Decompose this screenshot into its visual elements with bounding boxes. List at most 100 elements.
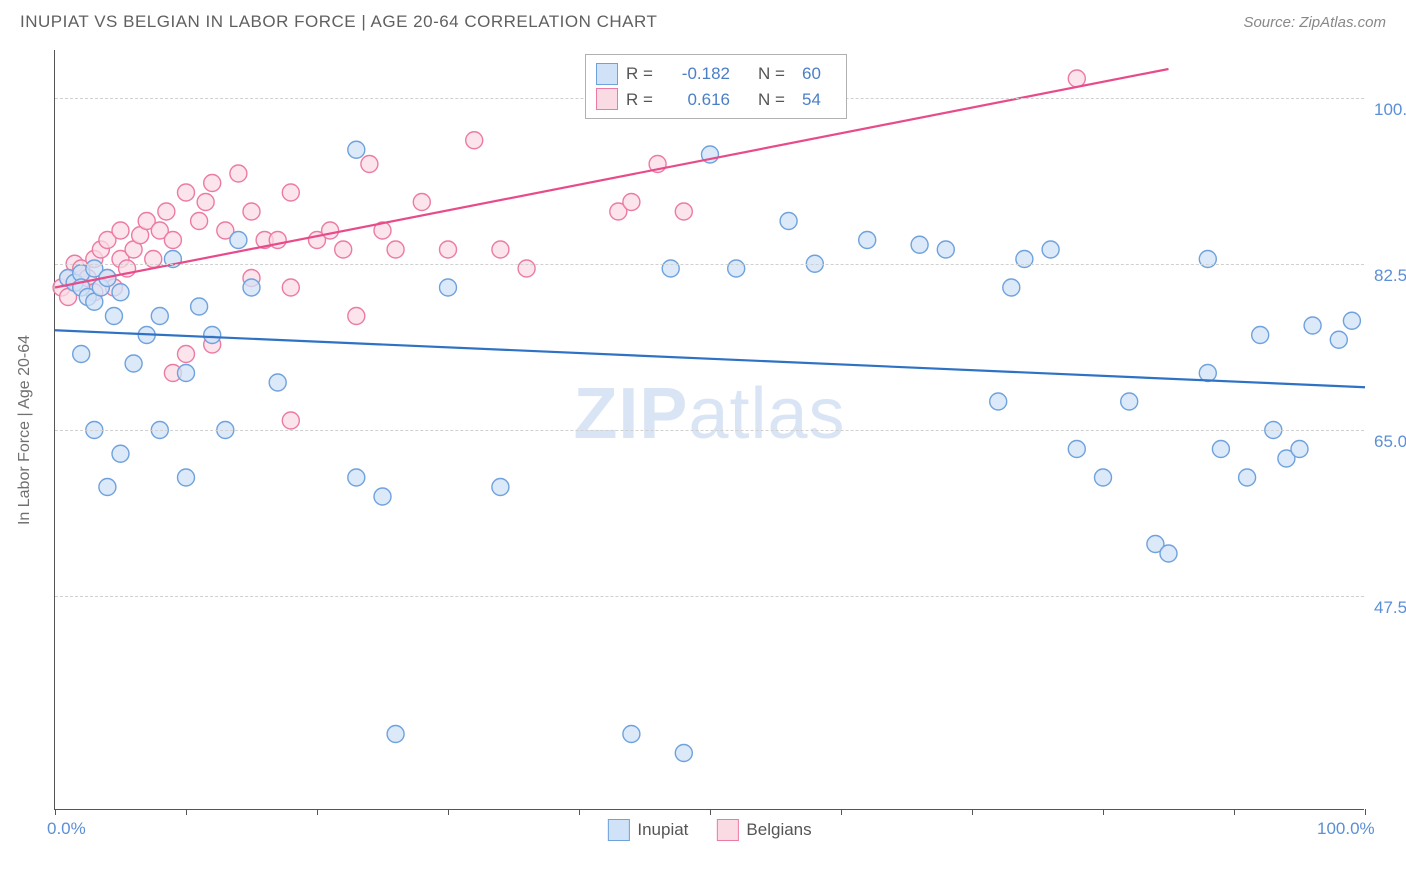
y-tick-label: 82.5% xyxy=(1374,266,1406,286)
belgians-point xyxy=(675,203,692,220)
inupiat-point xyxy=(1042,241,1059,258)
r-value: 0.616 xyxy=(670,87,730,113)
inupiat-point xyxy=(780,213,797,230)
chart-plot-area: ZIPatlas R = -0.182 N = 60 R = 0.616 N =… xyxy=(54,50,1364,810)
series-label: Inupiat xyxy=(637,820,688,840)
y-tick-label: 100.0% xyxy=(1374,100,1406,120)
source-attribution: Source: ZipAtlas.com xyxy=(1243,14,1386,31)
inupiat-point xyxy=(1239,469,1256,486)
n-value: 54 xyxy=(802,87,832,113)
inupiat-point xyxy=(374,488,391,505)
belgians-point xyxy=(413,194,430,211)
gridline xyxy=(55,430,1364,431)
stats-legend-row: R = 0.616 N = 54 xyxy=(596,87,832,113)
stats-legend: R = -0.182 N = 60 R = 0.616 N = 54 xyxy=(585,54,847,119)
n-label: N = xyxy=(758,87,794,113)
gridline xyxy=(55,596,1364,597)
y-axis-label: In Labor Force | Age 20-64 xyxy=(16,335,34,525)
series-label: Belgians xyxy=(746,820,811,840)
y-tick-label: 65.0% xyxy=(1374,432,1406,452)
inupiat-point xyxy=(1252,327,1269,344)
inupiat-point xyxy=(859,232,876,249)
inupiat-regression-line xyxy=(55,330,1365,387)
inupiat-point xyxy=(911,236,928,253)
inupiat-point xyxy=(387,726,404,743)
inupiat-point xyxy=(937,241,954,258)
x-tick-mark xyxy=(841,809,842,815)
belgians-point xyxy=(282,412,299,429)
legend-swatch-belgians xyxy=(596,88,618,110)
legend-swatch-belgians xyxy=(716,819,738,841)
inupiat-point xyxy=(1095,469,1112,486)
belgians-point xyxy=(492,241,509,258)
r-value: -0.182 xyxy=(670,61,730,87)
belgians-point xyxy=(158,203,175,220)
x-tick-mark xyxy=(1234,809,1235,815)
x-tick-label: 100.0% xyxy=(1317,819,1375,839)
belgians-point xyxy=(361,156,378,173)
inupiat-point xyxy=(1212,441,1229,458)
belgians-point xyxy=(112,222,129,239)
inupiat-point xyxy=(105,308,122,325)
x-tick-mark xyxy=(710,809,711,815)
belgians-point xyxy=(282,184,299,201)
belgians-point xyxy=(191,213,208,230)
inupiat-point xyxy=(1003,279,1020,296)
gridline xyxy=(55,264,1364,265)
stats-legend-row: R = -0.182 N = 60 xyxy=(596,61,832,87)
x-tick-mark xyxy=(1103,809,1104,815)
inupiat-point xyxy=(1330,331,1347,348)
inupiat-point xyxy=(1121,393,1138,410)
inupiat-point xyxy=(1199,365,1216,382)
inupiat-point xyxy=(728,260,745,277)
n-label: N = xyxy=(758,61,794,87)
belgians-point xyxy=(178,346,195,363)
inupiat-point xyxy=(178,365,195,382)
belgians-point xyxy=(623,194,640,211)
series-legend-item: Inupiat xyxy=(607,819,688,841)
inupiat-point xyxy=(151,308,168,325)
belgians-point xyxy=(518,260,535,277)
chart-title: INUPIAT VS BELGIAN IN LABOR FORCE | AGE … xyxy=(20,12,657,32)
inupiat-point xyxy=(1343,312,1360,329)
r-label: R = xyxy=(626,61,662,87)
inupiat-point xyxy=(990,393,1007,410)
inupiat-point xyxy=(230,232,247,249)
x-tick-mark xyxy=(317,809,318,815)
inupiat-point xyxy=(1160,545,1177,562)
inupiat-point xyxy=(1199,251,1216,268)
x-tick-mark xyxy=(972,809,973,815)
belgians-point xyxy=(1068,70,1085,87)
inupiat-point xyxy=(440,279,457,296)
belgians-point xyxy=(243,203,260,220)
belgians-point xyxy=(230,165,247,182)
inupiat-point xyxy=(191,298,208,315)
belgians-point xyxy=(348,308,365,325)
x-tick-mark xyxy=(579,809,580,815)
belgians-point xyxy=(204,175,221,192)
n-value: 60 xyxy=(802,61,832,87)
inupiat-point xyxy=(1068,441,1085,458)
inupiat-point xyxy=(348,141,365,158)
belgians-point xyxy=(466,132,483,149)
inupiat-point xyxy=(1016,251,1033,268)
r-label: R = xyxy=(626,87,662,113)
inupiat-point xyxy=(73,346,90,363)
belgians-point xyxy=(178,184,195,201)
inupiat-point xyxy=(348,469,365,486)
inupiat-point xyxy=(623,726,640,743)
inupiat-point xyxy=(492,479,509,496)
inupiat-point xyxy=(99,479,116,496)
series-legend-item: Belgians xyxy=(716,819,811,841)
series-legend: Inupiat Belgians xyxy=(607,819,811,841)
inupiat-point xyxy=(243,279,260,296)
belgians-point xyxy=(197,194,214,211)
legend-swatch-inupiat xyxy=(607,819,629,841)
belgians-point xyxy=(440,241,457,258)
inupiat-point xyxy=(204,327,221,344)
inupiat-point xyxy=(1304,317,1321,334)
belgians-point xyxy=(387,241,404,258)
inupiat-point xyxy=(675,745,692,762)
inupiat-point xyxy=(125,355,142,372)
x-tick-label: 0.0% xyxy=(47,819,86,839)
